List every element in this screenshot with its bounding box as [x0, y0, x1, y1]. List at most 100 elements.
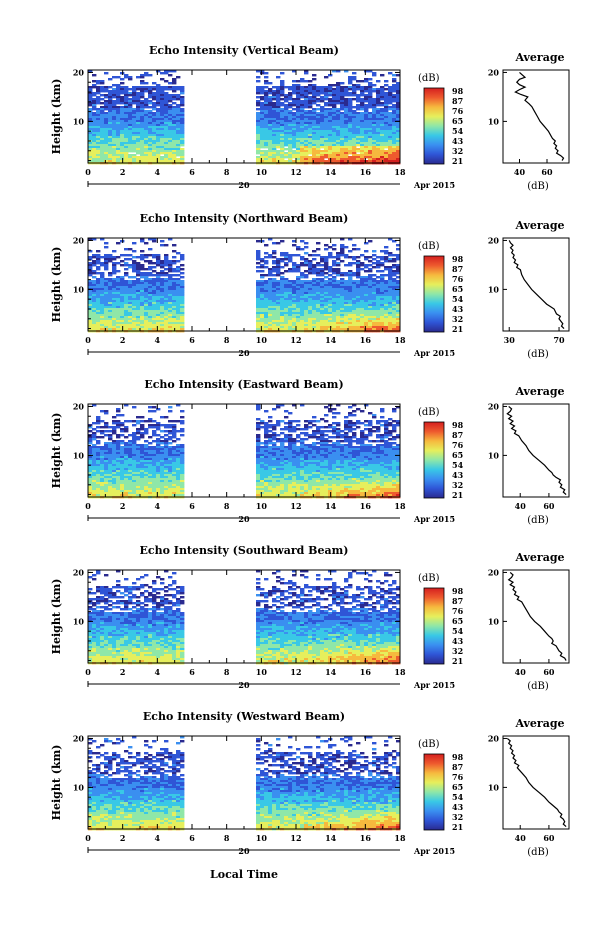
- y-tick-label: 10: [73, 450, 85, 460]
- chart-panel-2: Echo Intensity (Eastward Beam) 0 2 4 6 8 10 12 1…: [50, 378, 570, 526]
- profile-x-tick-label: 40: [515, 501, 527, 511]
- colorbar-tick-label: 65: [452, 616, 463, 626]
- colorbar: [423, 587, 445, 665]
- y-tick-label: 20: [73, 67, 85, 77]
- x-tick-label: 18: [394, 167, 406, 177]
- x-tick-label: 14: [325, 833, 337, 843]
- panel-title: Echo Intensity (Westward Beam): [143, 710, 345, 723]
- heatmap-cells: [88, 570, 401, 665]
- y-tick-label: 10: [73, 616, 85, 626]
- x-tick-label: 6: [189, 501, 195, 511]
- x-tick-label: 16: [360, 167, 372, 177]
- colorbar-tick-label: 87: [452, 596, 463, 606]
- colorbar-tick-label: 21: [452, 156, 463, 166]
- heatmap-cells: [88, 70, 401, 165]
- colorbar-tick-label: 76: [452, 772, 464, 782]
- colorbar-tick-label: 98: [452, 420, 464, 430]
- profile-y-tick-label: 20: [488, 567, 500, 577]
- date-label: Apr 2015: [413, 514, 455, 524]
- x-tick-label: 8: [224, 167, 230, 177]
- colorbar: [423, 87, 445, 165]
- x-tick-label: 14: [325, 335, 337, 345]
- x-tick-label: 6: [189, 667, 195, 677]
- profile-frame: [502, 735, 570, 830]
- x-tick-label: 8: [224, 501, 230, 511]
- x-tick-label: 2: [120, 167, 126, 177]
- y-axis-label: Height (km): [50, 247, 63, 323]
- x-tick-label: 16: [360, 335, 372, 345]
- x-tick-label: 8: [224, 667, 230, 677]
- x-tick-label: 10: [256, 501, 268, 511]
- colorbar-tick-label: 32: [452, 646, 463, 656]
- profile-x-label: (dB): [527, 349, 549, 360]
- y-tick-label: 10: [73, 782, 85, 792]
- profile-line: [506, 405, 567, 496]
- x-tick-label: 0: [85, 167, 91, 177]
- colorbar-tick-label: 76: [452, 274, 464, 284]
- colorbar-tick-label: 54: [452, 792, 464, 802]
- profile-line: [506, 737, 567, 828]
- panel-title: Echo Intensity (Southward Beam): [140, 544, 349, 557]
- x-tick-label: 16: [360, 501, 372, 511]
- x-tick-label: 18: [394, 667, 406, 677]
- x-tick-label: 2: [120, 667, 126, 677]
- colorbar-tick-label: 98: [452, 254, 464, 264]
- colorbar-unit-label: (dB): [418, 407, 440, 418]
- heatmap-cells: [88, 238, 401, 333]
- profile-x-tick-label: 30: [504, 335, 516, 345]
- y-tick-label: 10: [73, 116, 85, 126]
- colorbar-tick-label: 87: [452, 430, 463, 440]
- colorbar-tick-label: 54: [452, 626, 464, 636]
- chart-panel-0: Echo Intensity (Vertical Beam) 0 2 4 6 8 10 12 1…: [50, 44, 570, 192]
- x-tick-label: 2: [120, 335, 126, 345]
- colorbar-tick-label: 65: [452, 284, 463, 294]
- profile-title: Average: [514, 551, 564, 564]
- colorbar-tick-label: 76: [452, 440, 464, 450]
- x-tick-label: 0: [85, 335, 91, 345]
- x-tick-label: 8: [224, 833, 230, 843]
- colorbar-tick-label: 32: [452, 314, 463, 324]
- panel-title: Echo Intensity (Northward Beam): [140, 212, 349, 225]
- x-tick-label: 16: [360, 833, 372, 843]
- chart-panel-4: Echo Intensity (Westward Beam) 0 2 4 6 8 10 12 1…: [50, 710, 570, 858]
- colorbar-tick-label: 87: [452, 264, 463, 274]
- colorbar-tick-label: 98: [452, 86, 464, 96]
- x-tick-label: 4: [155, 335, 161, 345]
- profile-x-label: (dB): [527, 681, 549, 692]
- colorbar: [423, 753, 445, 831]
- colorbar-tick-label: 98: [452, 586, 464, 596]
- x-tick-label: 12: [290, 667, 301, 677]
- profile-y-tick-label: 10: [488, 782, 500, 792]
- profile-x-label: (dB): [527, 181, 549, 192]
- colorbar-unit-label: (dB): [418, 739, 440, 750]
- colorbar: [423, 255, 445, 333]
- profile-y-tick-label: 20: [488, 401, 500, 411]
- y-tick-label: 20: [73, 567, 85, 577]
- colorbar-tick-label: 87: [452, 96, 463, 106]
- x-axis-label: Local Time: [210, 868, 278, 881]
- colorbar-tick-label: 76: [452, 606, 464, 616]
- x-tick-label: 16: [360, 667, 372, 677]
- x-tick-label: 2: [120, 833, 126, 843]
- profile-frame: [502, 69, 570, 164]
- x-tick-label: 18: [394, 833, 406, 843]
- date-label: Apr 2015: [413, 846, 455, 856]
- date-label: Apr 2015: [413, 348, 455, 358]
- colorbar-unit-label: (dB): [418, 573, 440, 584]
- profile-title: Average: [514, 219, 564, 232]
- profile-line: [514, 71, 565, 161]
- x-tick-label: 4: [155, 833, 161, 843]
- colorbar-tick-label: 32: [452, 146, 463, 156]
- colorbar-tick-label: 21: [452, 324, 463, 334]
- colorbar: [423, 421, 445, 499]
- colorbar-tick-label: 54: [452, 294, 464, 304]
- x-tick-label: 6: [189, 833, 195, 843]
- x-tick-label: 12: [290, 335, 301, 345]
- profile-x-tick-label: 40: [515, 667, 527, 677]
- y-tick-label: 20: [73, 733, 85, 743]
- date-marker-label: 20: [238, 680, 250, 690]
- x-tick-label: 14: [325, 667, 337, 677]
- x-tick-label: 0: [85, 501, 91, 511]
- x-tick-label: 10: [256, 667, 268, 677]
